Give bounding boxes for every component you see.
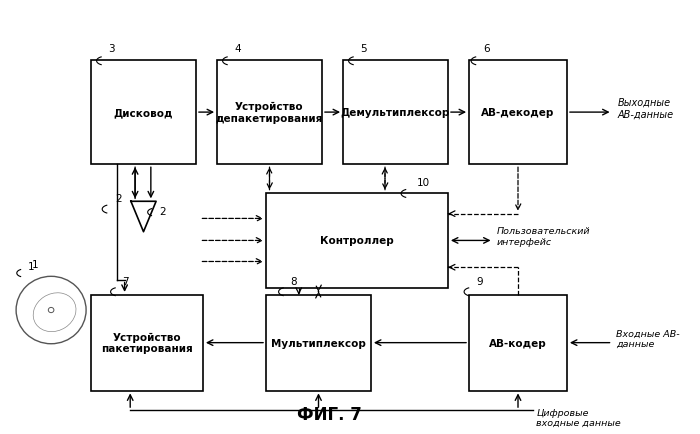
- Text: 7: 7: [122, 276, 129, 286]
- Text: 2: 2: [159, 206, 165, 216]
- Text: 5: 5: [360, 44, 367, 54]
- Text: 3: 3: [108, 44, 115, 54]
- FancyBboxPatch shape: [91, 61, 196, 165]
- Text: Дисковод: Дисковод: [113, 108, 174, 118]
- Text: Выходные
АВ-данные: Выходные АВ-данные: [617, 98, 673, 119]
- FancyBboxPatch shape: [91, 295, 203, 391]
- Text: Устройство
депакетирования: Устройство депакетирования: [216, 102, 323, 124]
- Text: АВ-кодер: АВ-кодер: [489, 338, 547, 348]
- FancyBboxPatch shape: [469, 61, 567, 165]
- Text: 1: 1: [28, 261, 34, 271]
- Text: 9: 9: [476, 276, 482, 286]
- Text: Демультиплексор: Демультиплексор: [341, 108, 450, 118]
- Text: ФИГ. 7: ФИГ. 7: [297, 405, 361, 423]
- FancyBboxPatch shape: [266, 295, 371, 391]
- Ellipse shape: [16, 277, 86, 344]
- Text: 8: 8: [290, 276, 297, 286]
- Text: 2: 2: [116, 194, 122, 204]
- Text: АВ-декодер: АВ-декодер: [482, 108, 554, 118]
- Ellipse shape: [48, 308, 54, 313]
- Text: Устройство
пакетирования: Устройство пакетирования: [101, 332, 193, 354]
- Text: 4: 4: [234, 44, 241, 54]
- FancyBboxPatch shape: [266, 193, 448, 289]
- FancyBboxPatch shape: [343, 61, 448, 165]
- Text: Цифровые
входные данные: Цифровые входные данные: [536, 408, 621, 427]
- Text: Мультиплексор: Мультиплексор: [271, 338, 366, 348]
- FancyBboxPatch shape: [217, 61, 322, 165]
- Text: Пользовательский
интерфейс: Пользовательский интерфейс: [497, 227, 591, 246]
- Text: 1: 1: [32, 259, 38, 269]
- Text: Контроллер: Контроллер: [320, 236, 394, 246]
- FancyBboxPatch shape: [469, 295, 567, 391]
- Text: 10: 10: [416, 178, 430, 187]
- Text: 6: 6: [483, 44, 489, 54]
- Text: Входные АВ-
данные: Входные АВ- данные: [616, 329, 680, 348]
